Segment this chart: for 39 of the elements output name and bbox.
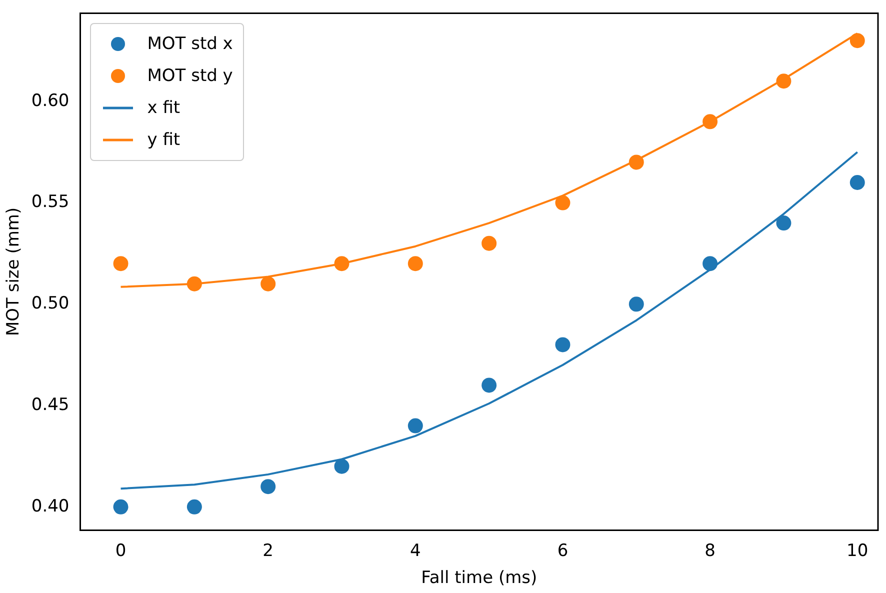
point bbox=[776, 216, 792, 231]
point bbox=[113, 256, 128, 272]
legend-label: x fit bbox=[147, 98, 180, 118]
point bbox=[260, 276, 276, 292]
point bbox=[408, 418, 423, 434]
point bbox=[850, 174, 865, 190]
legend-label: MOT std x bbox=[147, 34, 233, 54]
x-tick-label: 10 bbox=[846, 540, 868, 561]
x-tick-label: 4 bbox=[410, 540, 421, 561]
y-tick-label: 0.40 bbox=[31, 496, 70, 516]
point bbox=[260, 479, 276, 494]
point bbox=[776, 74, 792, 89]
y-tick-label: 0.60 bbox=[31, 90, 70, 111]
x-tick-label: 8 bbox=[704, 540, 716, 561]
point bbox=[113, 499, 128, 514]
point bbox=[555, 337, 570, 352]
point bbox=[186, 499, 202, 514]
point bbox=[702, 114, 718, 130]
point bbox=[628, 296, 644, 312]
x-tick-label: 2 bbox=[262, 540, 274, 561]
y-tick-label: 0.50 bbox=[31, 294, 70, 314]
point bbox=[186, 276, 202, 292]
y-tick-label: 0.45 bbox=[31, 394, 70, 415]
point bbox=[334, 256, 350, 272]
point bbox=[628, 154, 644, 170]
point bbox=[334, 458, 350, 474]
point bbox=[482, 378, 497, 393]
y-axis-title: MOT size (mm) bbox=[4, 207, 24, 336]
legend-label: y fit bbox=[147, 130, 180, 150]
point bbox=[850, 33, 865, 48]
x-tick-label: 6 bbox=[557, 540, 568, 561]
legend-label: MOT std y bbox=[147, 66, 233, 86]
point bbox=[555, 195, 570, 210]
x-tick-label: 0 bbox=[115, 540, 126, 561]
x-axis-title: Fall time (ms) bbox=[421, 568, 538, 588]
point bbox=[408, 256, 423, 272]
point bbox=[702, 256, 718, 272]
y-tick-label: 0.55 bbox=[31, 192, 70, 212]
point bbox=[482, 236, 497, 251]
